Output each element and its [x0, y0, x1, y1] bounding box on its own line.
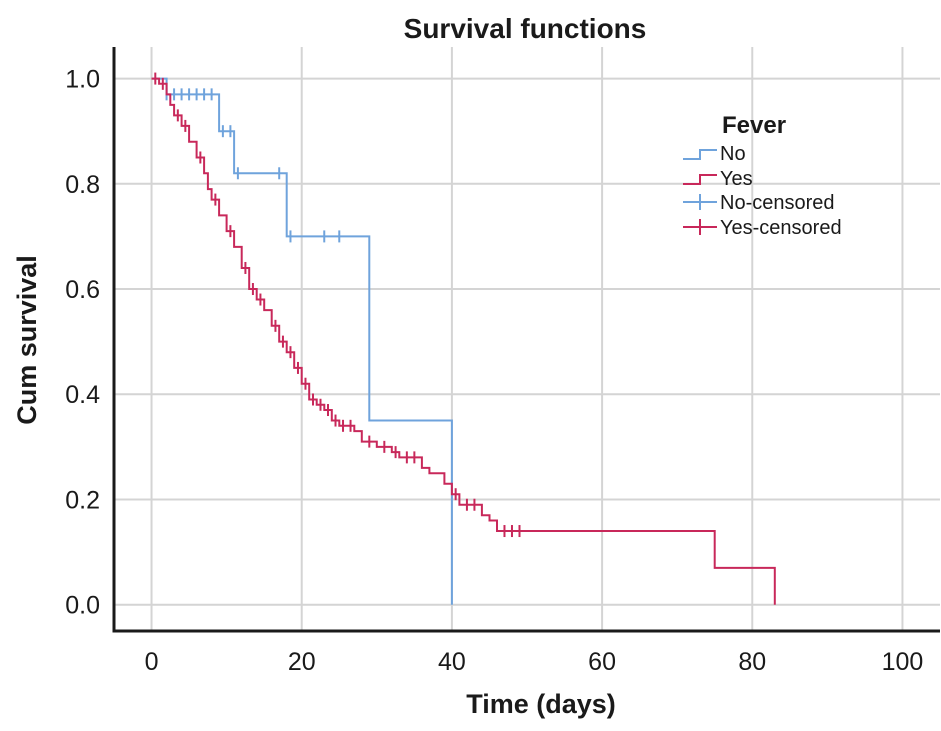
y-tick-label: 0.4: [65, 381, 100, 409]
legend-entry-label: No-censored: [720, 192, 835, 214]
x-tick-label: 40: [438, 648, 466, 676]
legend-entry-label: Yes-censored: [720, 217, 842, 239]
x-tick-label: 100: [882, 648, 924, 676]
y-tick-label: 0.0: [65, 592, 100, 620]
legend-title: Fever: [722, 112, 786, 139]
x-tick-label: 80: [738, 648, 766, 676]
x-tick-label: 20: [288, 648, 316, 676]
x-tick-label: 0: [145, 648, 159, 676]
x-tick-label: 60: [588, 648, 616, 676]
chart-title: Survival functions: [404, 13, 647, 44]
legend-swatch-line: [683, 149, 717, 160]
legend-swatch-line: [683, 174, 717, 185]
series-layer: [151, 72, 776, 605]
x-ticks: 0 20 40 60 80 100: [145, 648, 924, 676]
y-tick-label: 0.6: [65, 276, 100, 304]
y-ticks: 0.0 0.2 0.4 0.6 0.8 1.0: [65, 66, 100, 620]
y-tick-label: 0.2: [65, 486, 100, 514]
survival-line-yes: [151, 77, 776, 605]
y-axis-label: Cum survival: [12, 255, 42, 425]
y-tick-label: 1.0: [65, 66, 100, 94]
legend-entry-label: No: [720, 143, 746, 165]
grid: [114, 47, 940, 631]
x-axis-label: Time (days): [466, 689, 616, 719]
legend-entry-label: Yes: [720, 168, 753, 190]
y-tick-label: 0.8: [65, 171, 100, 199]
axes: [112, 47, 940, 633]
